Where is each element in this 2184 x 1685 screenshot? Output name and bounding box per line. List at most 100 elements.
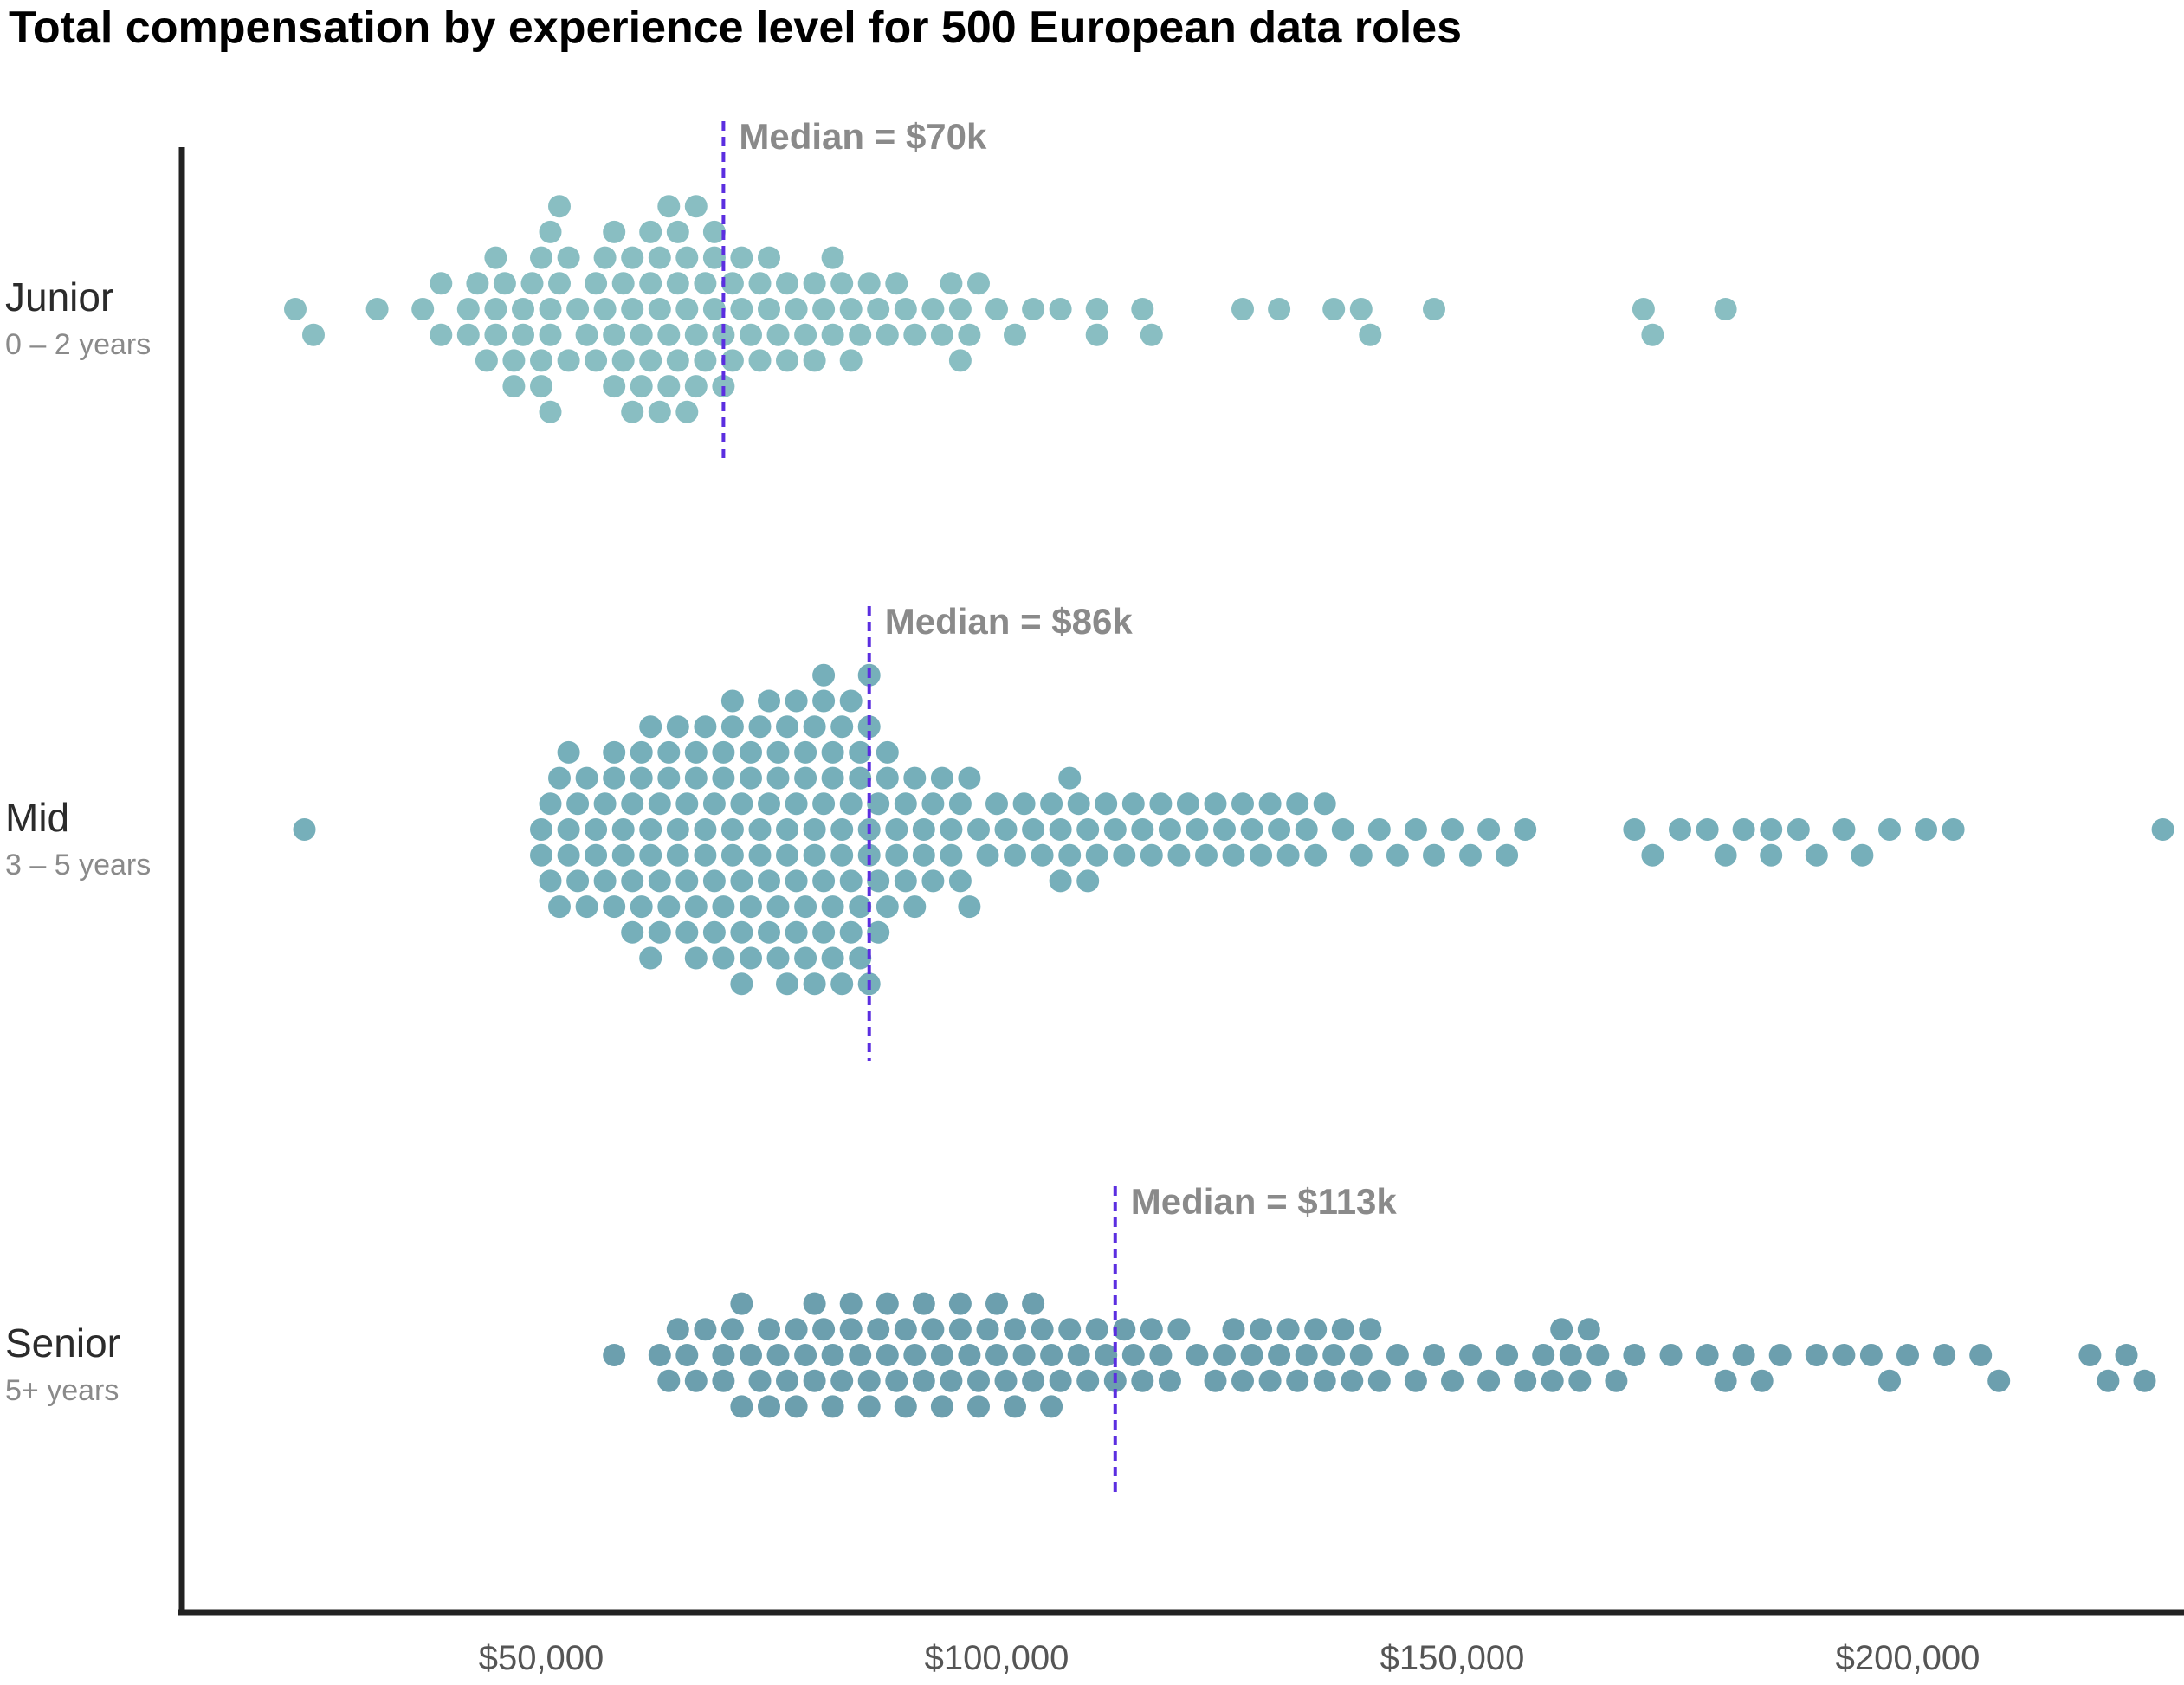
- data-point: [940, 1369, 963, 1392]
- data-point: [876, 766, 899, 790]
- data-point: [794, 740, 817, 764]
- data-point: [912, 843, 935, 867]
- data-point: [539, 298, 562, 320]
- data-point: [720, 818, 744, 841]
- data-point: [967, 272, 990, 295]
- data-point: [639, 843, 662, 867]
- data-point: [365, 298, 389, 320]
- data-point: [1058, 766, 1082, 790]
- data-point: [1004, 843, 1026, 867]
- data-point: [702, 869, 726, 893]
- data-point: [1012, 1344, 1036, 1366]
- data-point: [803, 272, 826, 295]
- data-point: [748, 349, 772, 372]
- data-point: [1669, 818, 1691, 841]
- data-point: [821, 740, 844, 764]
- data-point: [1404, 1369, 1427, 1392]
- data-point: [912, 1292, 935, 1315]
- data-point: [1022, 818, 1045, 841]
- data-point: [730, 246, 753, 269]
- data-point: [675, 400, 699, 423]
- data-point: [766, 1344, 790, 1366]
- data-point: [830, 972, 854, 996]
- data-point: [940, 818, 963, 841]
- median-markers: Median = $70k Median = $86k Median = $113k: [721, 116, 1397, 1498]
- data-point: [1459, 1344, 1482, 1366]
- data-point: [1258, 1369, 1282, 1392]
- data-point: [812, 920, 836, 944]
- data-point: [867, 792, 890, 816]
- data-point: [1158, 818, 1181, 841]
- data-point: [1878, 1369, 1901, 1392]
- data-point: [1076, 869, 1100, 893]
- data-point: [1085, 323, 1108, 346]
- data-point: [1832, 1344, 1856, 1366]
- data-point: [1942, 818, 1965, 841]
- data-point: [648, 869, 671, 893]
- data-point: [657, 323, 681, 346]
- data-point: [1049, 1369, 1072, 1392]
- data-point: [803, 1369, 826, 1392]
- data-point: [1167, 1318, 1191, 1341]
- data-point: [720, 1318, 744, 1341]
- data-point: [849, 946, 872, 970]
- data-point: [849, 766, 872, 790]
- data-point: [611, 843, 635, 867]
- data-point: [803, 349, 826, 372]
- data-point: [1933, 1344, 1956, 1366]
- data-point: [1240, 1344, 1263, 1366]
- data-point: [748, 1369, 772, 1392]
- data-point: [1349, 843, 1373, 867]
- data-point: [740, 895, 762, 919]
- data-point: [876, 740, 899, 764]
- data-point: [1714, 843, 1737, 867]
- data-point: [776, 972, 798, 996]
- data-point: [684, 895, 708, 919]
- data-point: [758, 869, 780, 893]
- data-point: [657, 195, 681, 218]
- data-point: [1496, 1344, 1519, 1366]
- data-point: [639, 946, 662, 970]
- x-tick-label: $150,000: [1380, 1639, 1525, 1677]
- data-point: [720, 715, 744, 739]
- data-point: [548, 272, 571, 295]
- data-point: [603, 1344, 626, 1366]
- data-point: [639, 715, 662, 739]
- data-point: [548, 895, 571, 919]
- data-point: [1696, 818, 1719, 841]
- data-point: [885, 818, 908, 841]
- data-point: [1605, 1369, 1628, 1392]
- data-point: [1085, 843, 1108, 867]
- data-point: [1085, 1318, 1108, 1341]
- data-point: [648, 400, 671, 423]
- data-point: [530, 349, 552, 372]
- data-point: [621, 298, 644, 320]
- data-point: [585, 349, 608, 372]
- data-point: [958, 323, 981, 346]
- data-point: [1341, 1369, 1364, 1392]
- data-point: [785, 792, 808, 816]
- data-point: [694, 715, 717, 739]
- data-point: [1076, 818, 1100, 841]
- data-point: [539, 792, 562, 816]
- median-label: Median = $86k: [885, 601, 1134, 642]
- data-point: [1286, 792, 1309, 816]
- data-point: [948, 298, 972, 320]
- data-point: [830, 843, 854, 867]
- data-point: [766, 895, 790, 919]
- category-sublabel: 3 – 5 years: [5, 849, 151, 881]
- data-point: [1896, 1344, 1919, 1366]
- data-point: [839, 689, 863, 713]
- data-point: [666, 349, 689, 372]
- data-point: [839, 349, 863, 372]
- data-point: [867, 298, 890, 320]
- data-point: [657, 766, 681, 790]
- data-point: [1477, 1369, 1501, 1392]
- data-point: [930, 323, 953, 346]
- data-point: [1805, 843, 1828, 867]
- data-point: [1659, 1344, 1683, 1366]
- data-point: [867, 920, 890, 944]
- data-point: [1031, 1318, 1054, 1341]
- data-point: [758, 689, 780, 713]
- data-point: [812, 689, 836, 713]
